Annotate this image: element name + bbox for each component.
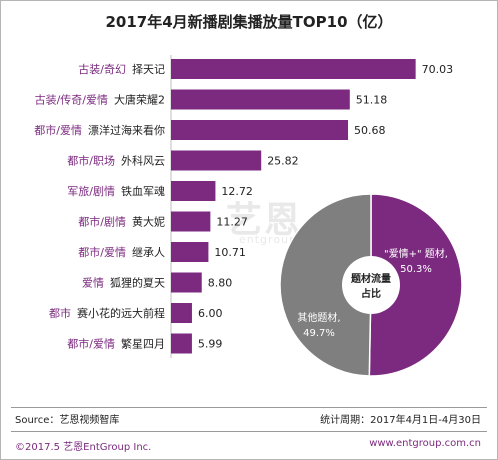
bar-category-label: 铁血军魂: [121, 184, 165, 198]
bar-4: [171, 150, 262, 171]
watermark-subtext: entgroup: [239, 233, 297, 246]
bar-genre-label: 都市/职场: [67, 154, 115, 168]
bar-category-label: 繁星四月: [121, 337, 165, 351]
bar-3: [171, 120, 349, 140]
bar-value-label: 8.80: [208, 277, 233, 290]
bar-category-label: 漂洋过海来看你: [88, 123, 165, 137]
bar-category-label: 狐狸的夏天: [110, 276, 165, 290]
bar-category-label: 继承人: [132, 246, 165, 259]
website-link[interactable]: www.entgroup.com.cn: [369, 438, 481, 449]
bar-value-label: 12.72: [221, 185, 253, 198]
copyright-text: ©2017.5 艺恩EntGroup Inc.: [15, 442, 152, 453]
pie-slice-percent: 49.7%: [303, 328, 335, 339]
bar-genre-label: 都市/爱情: [34, 123, 82, 137]
chart-title: 2017年4月新播剧集播放量TOP10（亿）: [105, 13, 393, 31]
pie-center-hole: [342, 256, 400, 314]
pie-center-label: 题材流量: [351, 272, 391, 285]
bar-category-label: 黄大妮: [132, 215, 165, 229]
bar-value-label: 11.27: [216, 216, 248, 229]
bar-value-label: 50.68: [354, 124, 386, 137]
bar-category-label: 赛小花的远大前程: [77, 306, 165, 320]
bar-value-label: 5.99: [198, 338, 223, 351]
footer-divider-bottom: [11, 431, 487, 432]
bar-2: [171, 89, 350, 110]
bar-category-label: 外科风云: [121, 154, 165, 168]
bar-genre-label: 古装/奇幻: [78, 63, 126, 76]
bar-value-label: 25.82: [267, 155, 299, 168]
bar-8: [171, 272, 202, 293]
bar-genre-label: 都市/爱情: [67, 337, 115, 351]
pie-slice-percent: 50.3%: [400, 264, 432, 275]
bar-category-label: 大唐荣耀2: [114, 93, 165, 107]
pie-slice-name: "爱情+" 题材,: [384, 247, 448, 260]
bar-value-label: 10.71: [214, 246, 246, 259]
source-text: Source：艺恩视频智库: [15, 415, 120, 426]
pie-slice-name: 其他题材,: [297, 311, 340, 324]
footer-divider-top: [11, 407, 487, 408]
bar-genre-label: 都市: [49, 306, 71, 320]
bar-1: [171, 59, 416, 79]
bar-genre-label: 军旅/剧情: [67, 184, 115, 198]
watermark-logo: 艺恩: [226, 200, 303, 241]
bar-genre-label: 爱情: [82, 277, 104, 290]
bar-genre-label: 都市/爱情: [78, 245, 126, 259]
pie-center-label: 占比: [361, 287, 381, 300]
bar-7: [171, 242, 209, 262]
bar-value-label: 51.18: [356, 94, 388, 107]
bar-value-label: 6.00: [198, 307, 223, 320]
pie-slice-2: [279, 193, 372, 377]
bar-9: [171, 303, 192, 323]
bar-10: [171, 333, 192, 354]
bar-6: [171, 211, 211, 232]
bar-category-label: 择天记: [132, 62, 165, 76]
bar-genre-label: 古装/传奇/爱情: [35, 94, 108, 107]
bar-5: [171, 181, 216, 201]
bar-genre-label: 都市/剧情: [78, 215, 126, 229]
bar-value-label: 70.03: [422, 63, 454, 76]
period-text: 统计周期：2017年4月1日-4月30日: [320, 415, 481, 426]
pie-slice-1: [368, 193, 463, 377]
